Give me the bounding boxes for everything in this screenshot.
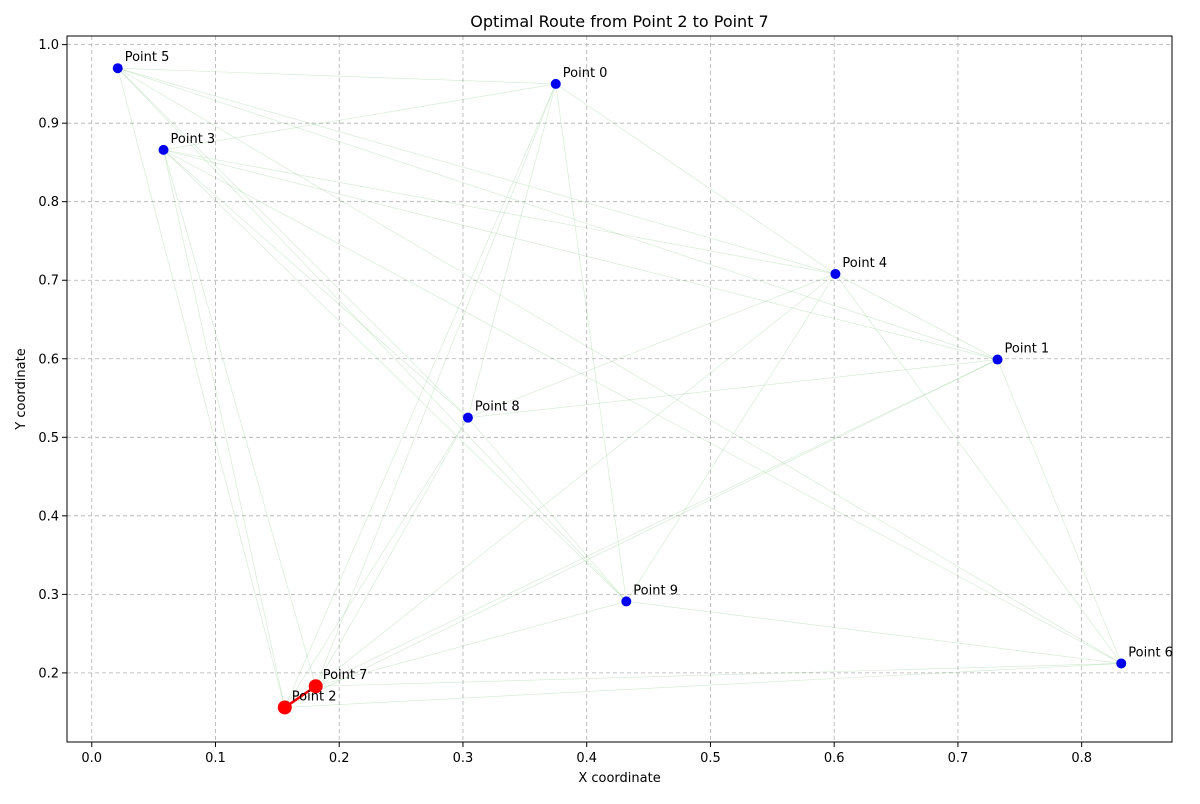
graph-edge — [163, 83, 556, 151]
graph-edge — [163, 149, 1122, 664]
graph-edge — [117, 67, 1122, 664]
point-marker — [158, 144, 169, 155]
x-tick-label: 0.4 — [576, 751, 597, 766]
route-point-marker — [277, 700, 292, 715]
graph-edge — [117, 67, 469, 418]
graph-edge — [555, 83, 627, 602]
point-label: Point 8 — [475, 400, 520, 415]
x-tick-label: 0.1 — [205, 751, 226, 766]
graph-edge — [315, 83, 557, 687]
graph-edge — [117, 67, 998, 360]
point-marker — [112, 63, 123, 74]
tick-layer: 0.0 0.1 0.2 0.3 0.4 0.5 0.6 0.7 0.8 0.2 0.3 0.4 0.5 0… — [38, 38, 1092, 766]
x-tick-label: 0.2 — [329, 751, 350, 766]
point-label: Point 3 — [171, 132, 216, 147]
graph-edge — [117, 67, 556, 85]
graph-edge — [315, 417, 469, 687]
graph-edge — [626, 273, 836, 602]
y-tick-label: 0.4 — [38, 509, 59, 524]
x-tick-label: 0.7 — [948, 751, 969, 766]
y-tick-label: 0.9 — [38, 117, 59, 132]
graph-edge — [997, 359, 1122, 664]
graph-edge — [467, 273, 836, 418]
y-tick-label: 0.3 — [38, 588, 59, 603]
graph-edge — [163, 149, 317, 687]
point-label: Point 2 — [292, 689, 337, 704]
point-label: Point 6 — [1128, 645, 1173, 660]
x-axis-label: X coordinate — [578, 771, 660, 786]
grid-layer — [67, 36, 1172, 742]
graph-edge — [315, 601, 627, 687]
graph-edge — [117, 67, 836, 275]
point-marker — [462, 412, 473, 423]
graph-edge — [163, 149, 627, 602]
route-point-marker — [308, 679, 323, 694]
point-marker — [1116, 658, 1127, 669]
point-label: Point 5 — [125, 50, 170, 65]
graph-edge — [626, 601, 1122, 664]
graph-edge — [315, 663, 1122, 687]
graph-edge — [163, 149, 998, 360]
plot-frame — [66, 35, 1173, 743]
graph-edge — [117, 68, 286, 708]
point-marker — [830, 268, 841, 279]
y-tick-label: 0.2 — [38, 666, 59, 681]
x-tick-label: 0.3 — [453, 751, 474, 766]
point-label: Point 7 — [323, 668, 368, 683]
chart-title: Optimal Route from Point 2 to Point 7 — [470, 12, 768, 31]
point-label: Point 1 — [1005, 342, 1050, 357]
point-layer — [112, 63, 1127, 715]
graph-edge — [284, 417, 469, 708]
x-tick-label: 0.5 — [700, 751, 721, 766]
graph-edge — [163, 149, 286, 708]
graph-edge — [467, 83, 557, 418]
y-tick-label: 0.7 — [38, 274, 59, 289]
y-axis-label: Y coordinate — [14, 348, 29, 430]
y-tick-label: 0.5 — [38, 431, 59, 446]
point-label: Point 0 — [563, 66, 608, 81]
graph-edge — [284, 663, 1122, 708]
edge-layer — [117, 67, 1122, 708]
graph-edge — [835, 273, 1122, 664]
graph-edge — [467, 359, 998, 418]
graph-edge — [315, 359, 998, 687]
x-tick-label: 0.6 — [824, 751, 845, 766]
graph-edge — [555, 83, 836, 275]
graph-edge — [163, 149, 469, 418]
point-label: Point 4 — [842, 256, 887, 271]
y-tick-label: 0.6 — [38, 352, 59, 367]
point-marker — [550, 78, 561, 89]
y-tick-label: 1.0 — [38, 38, 59, 53]
graph-edge — [315, 273, 836, 687]
graph-edge — [284, 359, 998, 708]
x-tick-label: 0.8 — [1071, 751, 1092, 766]
graph-edge — [163, 149, 836, 275]
x-tick-label: 0.0 — [81, 751, 102, 766]
graph-edge — [284, 83, 557, 708]
point-marker — [621, 596, 632, 607]
point-marker — [992, 354, 1003, 365]
graph-edge — [467, 417, 627, 602]
label-layer: Point 0 Point 1 Point 2 Point 3 Point 4 Point… — [125, 50, 1173, 704]
graph-edge — [117, 67, 627, 602]
graph-edge — [835, 273, 998, 360]
point-label: Point 9 — [633, 583, 678, 598]
y-tick-label: 0.8 — [38, 195, 59, 210]
